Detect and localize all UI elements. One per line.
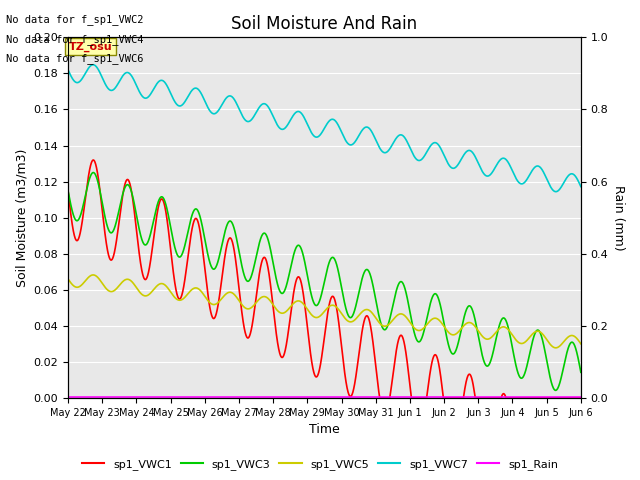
sp1_VWC1 — [156, 197, 164, 203]
sp1_VWC3 — [577, 370, 585, 375]
sp1_VWC3 — [468, 307, 476, 312]
sp1_VWC7 — [439, 150, 447, 156]
Text: No data for f_sp1_VWC2: No data for f_sp1_VWC2 — [6, 14, 144, 25]
sp1_VWC5 — [577, 340, 584, 346]
Line: sp1_VWC1: sp1_VWC1 — [68, 160, 581, 398]
sp1_VWC1 — [90, 157, 97, 163]
Text: TZ_osu: TZ_osu — [68, 42, 113, 52]
Line: sp1_VWC7: sp1_VWC7 — [68, 65, 581, 192]
sp1_VWC7 — [468, 149, 476, 155]
sp1_VWC3 — [552, 387, 559, 393]
Y-axis label: Soil Moisture (m3/m3): Soil Moisture (m3/m3) — [15, 148, 28, 287]
sp1_VWC1 — [440, 394, 447, 400]
sp1_VWC3 — [305, 281, 313, 287]
sp1_VWC7 — [156, 78, 164, 84]
sp1_Rain — [305, 394, 313, 400]
Text: No data for f_sp1_VWC6: No data for f_sp1_VWC6 — [6, 53, 144, 64]
sp1_VWC7 — [89, 62, 97, 68]
sp1_VWC3 — [64, 188, 72, 193]
Legend: sp1_VWC1, sp1_VWC3, sp1_VWC5, sp1_VWC7, sp1_Rain: sp1_VWC1, sp1_VWC3, sp1_VWC5, sp1_VWC7, … — [77, 455, 563, 474]
sp1_VWC7 — [552, 189, 559, 194]
sp1_VWC1 — [468, 378, 476, 384]
sp1_VWC7 — [577, 184, 585, 190]
sp1_Rain — [577, 394, 585, 400]
sp1_Rain — [468, 394, 476, 400]
sp1_VWC1 — [577, 395, 585, 401]
sp1_VWC5 — [156, 281, 164, 287]
sp1_Rain — [576, 394, 584, 400]
sp1_VWC5 — [305, 309, 313, 314]
sp1_VWC7 — [64, 67, 72, 72]
sp1_VWC3 — [156, 195, 164, 201]
sp1_VWC5 — [439, 322, 447, 328]
sp1_VWC5 — [64, 276, 72, 282]
sp1_VWC3 — [90, 169, 97, 175]
sp1_VWC5 — [468, 321, 476, 326]
Text: No data for f_sp1_VWC4: No data for f_sp1_VWC4 — [6, 34, 144, 45]
sp1_VWC1 — [64, 188, 72, 193]
sp1_VWC1 — [577, 395, 584, 401]
sp1_VWC1 — [305, 339, 313, 345]
sp1_VWC7 — [411, 154, 419, 160]
sp1_VWC3 — [577, 367, 584, 372]
sp1_VWC3 — [411, 332, 419, 337]
X-axis label: Time: Time — [309, 423, 340, 436]
Title: Soil Moisture And Rain: Soil Moisture And Rain — [232, 15, 417, 33]
sp1_Rain — [156, 394, 164, 400]
sp1_VWC5 — [577, 341, 585, 347]
Line: sp1_VWC5: sp1_VWC5 — [68, 275, 581, 348]
Line: sp1_VWC3: sp1_VWC3 — [68, 172, 581, 390]
sp1_VWC1 — [376, 395, 383, 401]
sp1_VWC5 — [552, 345, 559, 351]
sp1_VWC7 — [305, 125, 313, 131]
sp1_VWC1 — [411, 395, 419, 401]
sp1_VWC7 — [577, 183, 584, 189]
Y-axis label: Rain (mm): Rain (mm) — [612, 185, 625, 251]
sp1_Rain — [411, 394, 419, 400]
sp1_Rain — [439, 394, 447, 400]
sp1_VWC5 — [90, 272, 97, 278]
sp1_VWC3 — [439, 316, 447, 322]
sp1_VWC5 — [411, 325, 419, 331]
sp1_Rain — [64, 394, 72, 400]
